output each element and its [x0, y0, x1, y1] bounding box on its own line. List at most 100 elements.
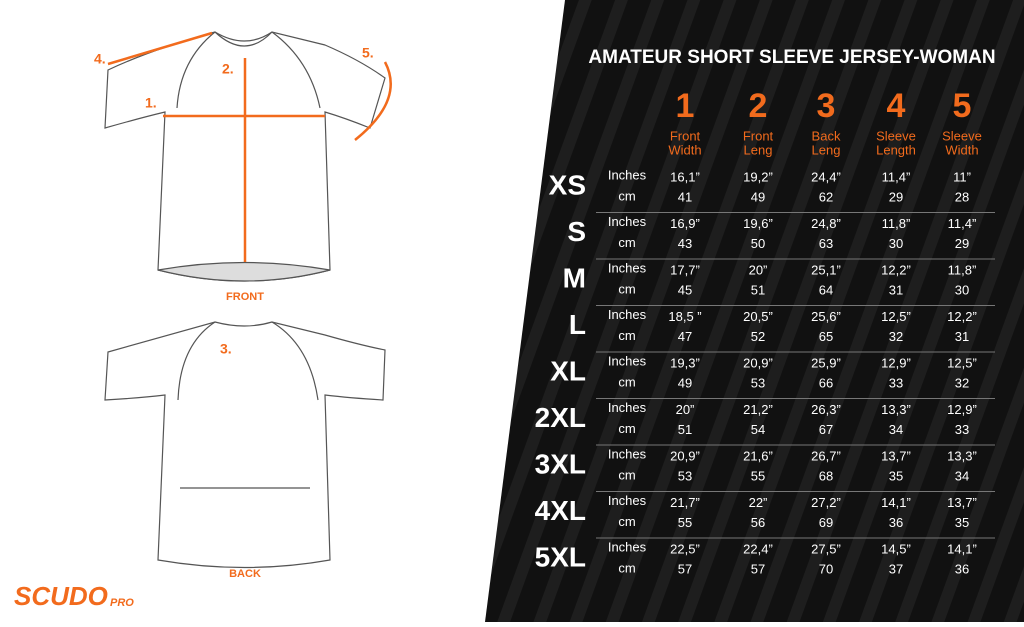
inch-value: 22,4”	[743, 541, 773, 556]
size-label: 4XL	[535, 495, 586, 526]
cm-value: 51	[751, 282, 765, 297]
cm-value: 47	[678, 329, 692, 344]
unit-label: cm	[618, 421, 635, 436]
unit-label: Inches	[608, 446, 647, 461]
unit-label: cm	[618, 235, 635, 250]
column-label: Width	[668, 142, 701, 157]
inch-value: 16,9”	[670, 216, 700, 231]
cm-value: 33	[955, 422, 969, 437]
unit-label: Inches	[608, 353, 647, 368]
back-jersey	[104, 321, 386, 569]
inch-value: 16,1”	[670, 169, 700, 184]
cm-value: 53	[751, 375, 765, 390]
unit-label: cm	[618, 328, 635, 343]
inch-value: 19,2”	[743, 169, 773, 184]
inch-value: 26,3”	[811, 402, 841, 417]
cm-value: 65	[819, 329, 833, 344]
column-label: Front	[670, 128, 701, 143]
cm-value: 63	[819, 236, 833, 251]
title: AMATEUR SHORT SLEEVE JERSEY-WOMAN	[588, 47, 995, 68]
cm-value: 64	[819, 282, 833, 297]
cm-value: 29	[955, 236, 969, 251]
inch-value: 25,6”	[811, 309, 841, 324]
inch-value: 14,1”	[947, 541, 977, 556]
cm-value: 53	[678, 468, 692, 483]
diagram-label: 4.	[94, 51, 106, 67]
diagram-label: 2.	[222, 61, 234, 77]
inch-value: 13,7”	[881, 448, 911, 463]
cm-value: 56	[751, 515, 765, 530]
column-label: Length	[876, 142, 916, 157]
inch-value: 22,5”	[670, 541, 700, 556]
inch-value: 22”	[749, 495, 768, 510]
size-label: XL	[550, 355, 586, 386]
inch-value: 11,8”	[882, 216, 911, 231]
inch-value: 24,8”	[811, 216, 841, 231]
size-label: S	[567, 216, 586, 247]
cm-value: 34	[889, 422, 903, 437]
cm-value: 70	[819, 561, 833, 576]
diagram-label: 3.	[220, 341, 232, 357]
inch-value: 20”	[749, 262, 768, 277]
inch-value: 25,9”	[811, 355, 841, 370]
cm-value: 67	[819, 422, 833, 437]
inch-value: 26,7”	[811, 448, 841, 463]
inch-value: 12,2”	[881, 262, 911, 277]
inch-value: 13,3”	[881, 402, 911, 417]
column-label: Leng	[812, 142, 841, 157]
column-number: 4	[887, 87, 906, 125]
unit-label: cm	[618, 560, 635, 575]
cm-value: 33	[889, 375, 903, 390]
column-number: 1	[676, 87, 695, 125]
inch-value: 11,4”	[948, 216, 977, 231]
cm-value: 57	[751, 561, 765, 576]
column-number: 3	[817, 87, 836, 125]
logo-brand: SCUDO	[14, 581, 108, 611]
cm-value: 30	[889, 236, 903, 251]
inch-value: 20,9”	[670, 448, 700, 463]
unit-label: cm	[618, 374, 635, 389]
cm-value: 32	[955, 375, 969, 390]
inch-value: 12,5”	[881, 309, 911, 324]
cm-value: 32	[889, 329, 903, 344]
size-label: M	[563, 262, 586, 293]
inch-value: 12,9”	[881, 355, 911, 370]
dark-panel	[485, 0, 1024, 622]
unit-label: Inches	[608, 167, 647, 182]
cm-value: 62	[819, 189, 833, 204]
inch-value: 21,6”	[743, 448, 773, 463]
cm-value: 69	[819, 515, 833, 530]
unit-label: Inches	[608, 400, 647, 415]
cm-value: 54	[751, 422, 765, 437]
cm-value: 55	[751, 468, 765, 483]
unit-label: cm	[618, 514, 635, 529]
cm-value: 49	[678, 375, 692, 390]
cm-value: 57	[678, 561, 692, 576]
inch-value: 19,6”	[743, 216, 773, 231]
cm-value: 35	[889, 468, 903, 483]
size-label: 2XL	[535, 402, 586, 433]
inch-value: 13,3”	[947, 448, 977, 463]
inch-value: 20,9”	[743, 355, 773, 370]
cm-value: 29	[889, 189, 903, 204]
inch-value: 18,5 ”	[668, 309, 701, 324]
unit-label: cm	[618, 188, 635, 203]
cm-value: 35	[955, 515, 969, 530]
inch-value: 27,5”	[811, 541, 841, 556]
cm-value: 31	[955, 329, 969, 344]
diagram-caption: BACK	[229, 568, 261, 580]
cm-value: 34	[955, 468, 969, 483]
cm-value: 30	[955, 282, 969, 297]
inch-value: 17,7”	[670, 262, 700, 277]
inch-value: 11,4”	[882, 169, 911, 184]
unit-label: Inches	[608, 260, 647, 275]
cm-value: 28	[955, 189, 969, 204]
column-label: Width	[945, 142, 978, 157]
column-label: Front	[743, 128, 774, 143]
inch-value: 27,2”	[811, 495, 841, 510]
unit-label: cm	[618, 281, 635, 296]
column-label: Sleeve	[876, 128, 916, 143]
cm-value: 50	[751, 236, 765, 251]
inch-value: 24,4”	[811, 169, 841, 184]
